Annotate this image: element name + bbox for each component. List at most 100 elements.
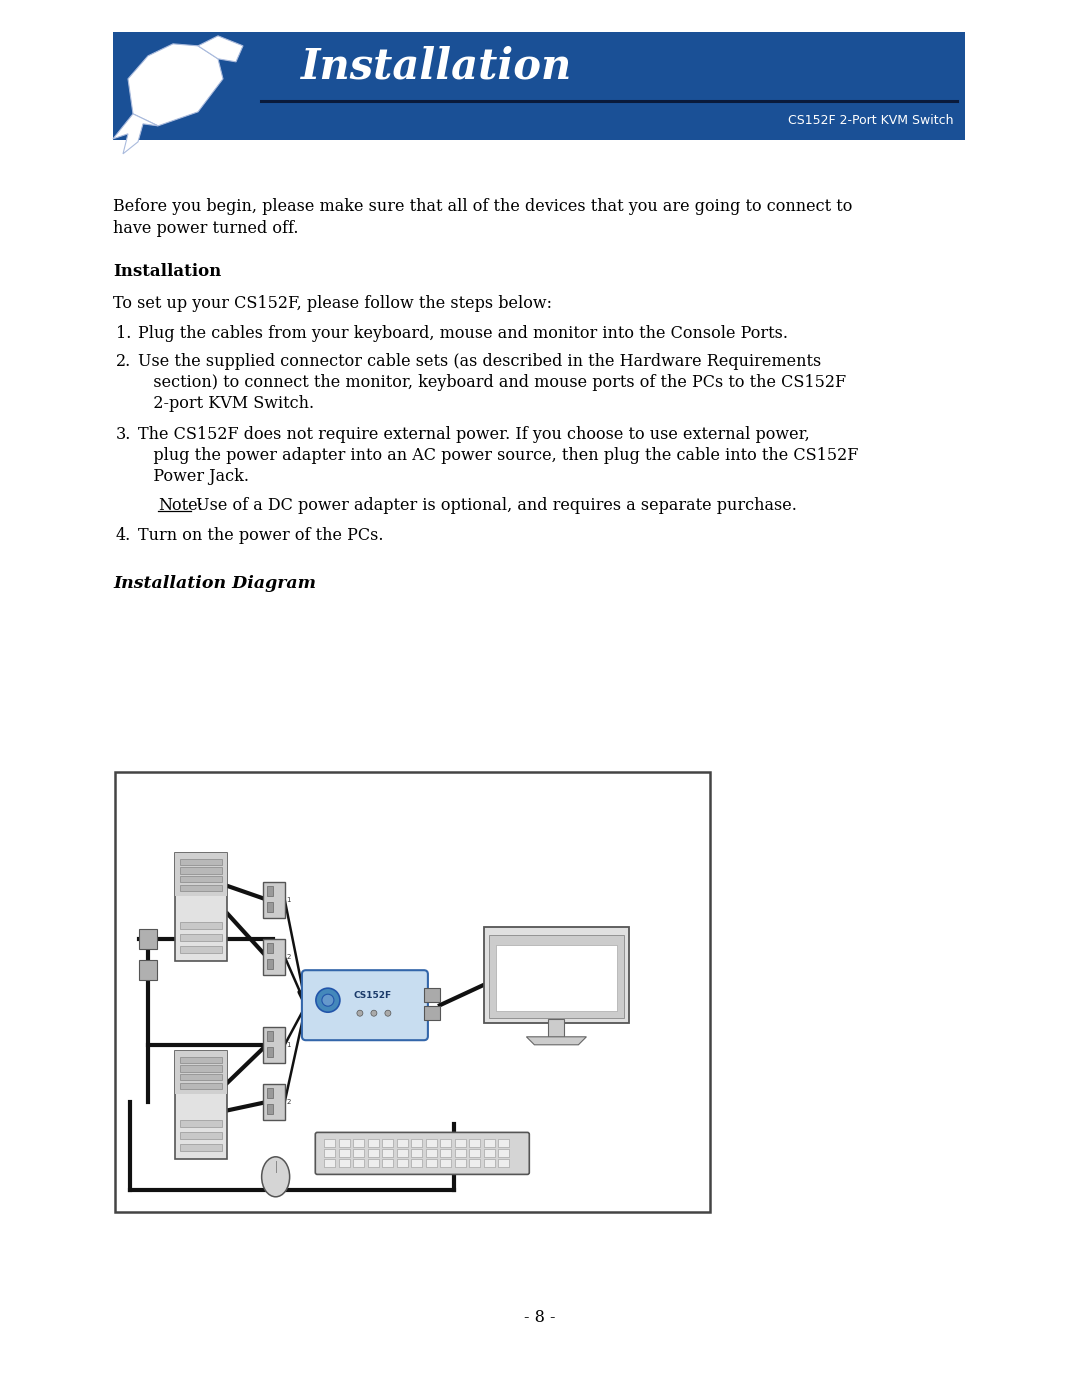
FancyBboxPatch shape	[179, 884, 221, 891]
FancyBboxPatch shape	[339, 1150, 350, 1157]
Text: have power turned off.: have power turned off.	[113, 219, 298, 237]
FancyBboxPatch shape	[441, 1150, 451, 1157]
FancyBboxPatch shape	[484, 1140, 495, 1147]
FancyBboxPatch shape	[426, 1160, 436, 1168]
FancyBboxPatch shape	[423, 1006, 440, 1020]
FancyBboxPatch shape	[455, 1140, 465, 1147]
FancyBboxPatch shape	[339, 1140, 350, 1147]
Text: - 8 -: - 8 -	[524, 1309, 556, 1326]
Polygon shape	[113, 113, 158, 154]
FancyBboxPatch shape	[470, 1140, 481, 1147]
FancyBboxPatch shape	[262, 1084, 285, 1120]
FancyBboxPatch shape	[496, 944, 617, 1011]
Text: 1: 1	[286, 897, 292, 902]
FancyBboxPatch shape	[179, 922, 221, 929]
Text: 2.: 2.	[116, 353, 132, 370]
FancyBboxPatch shape	[368, 1140, 379, 1147]
FancyBboxPatch shape	[175, 1051, 227, 1094]
FancyBboxPatch shape	[179, 859, 221, 865]
Text: Installation: Installation	[301, 46, 572, 88]
FancyBboxPatch shape	[179, 1066, 221, 1071]
FancyBboxPatch shape	[423, 988, 440, 1002]
FancyBboxPatch shape	[353, 1150, 364, 1157]
FancyBboxPatch shape	[267, 1031, 272, 1041]
FancyBboxPatch shape	[262, 882, 285, 918]
Text: 2: 2	[286, 1099, 291, 1105]
FancyBboxPatch shape	[455, 1160, 465, 1168]
FancyBboxPatch shape	[262, 1027, 285, 1063]
Circle shape	[356, 1010, 363, 1016]
Polygon shape	[129, 43, 222, 126]
Circle shape	[315, 988, 340, 1013]
FancyBboxPatch shape	[339, 1160, 350, 1168]
Text: Use the supplied connector cable sets (as described in the Hardware Requirements: Use the supplied connector cable sets (a…	[138, 353, 821, 370]
FancyBboxPatch shape	[179, 1144, 221, 1151]
FancyBboxPatch shape	[396, 1160, 408, 1168]
FancyBboxPatch shape	[411, 1140, 422, 1147]
FancyBboxPatch shape	[470, 1160, 481, 1168]
FancyBboxPatch shape	[114, 773, 710, 1213]
Text: 4.: 4.	[116, 527, 132, 543]
FancyBboxPatch shape	[368, 1150, 379, 1157]
FancyBboxPatch shape	[368, 1160, 379, 1168]
FancyBboxPatch shape	[498, 1150, 510, 1157]
Polygon shape	[198, 36, 243, 61]
Text: Before you begin, please make sure that all of the devices that you are going to: Before you begin, please make sure that …	[113, 198, 852, 215]
FancyBboxPatch shape	[267, 1088, 272, 1098]
FancyBboxPatch shape	[175, 1051, 227, 1160]
Text: 1.: 1.	[116, 326, 132, 342]
Text: The CS152F does not require external power. If you choose to use external power,: The CS152F does not require external pow…	[138, 426, 810, 443]
Text: Installation Diagram: Installation Diagram	[113, 576, 316, 592]
FancyBboxPatch shape	[267, 886, 272, 895]
FancyBboxPatch shape	[489, 935, 624, 1018]
FancyBboxPatch shape	[455, 1150, 465, 1157]
Circle shape	[370, 1010, 377, 1016]
Text: Power Jack.: Power Jack.	[138, 468, 249, 485]
Text: To set up your CS152F, please follow the steps below:: To set up your CS152F, please follow the…	[113, 295, 552, 312]
FancyBboxPatch shape	[179, 1120, 221, 1127]
FancyBboxPatch shape	[353, 1160, 364, 1168]
FancyBboxPatch shape	[441, 1140, 451, 1147]
FancyBboxPatch shape	[179, 946, 221, 953]
FancyBboxPatch shape	[139, 960, 157, 981]
FancyBboxPatch shape	[179, 1132, 221, 1139]
FancyBboxPatch shape	[262, 939, 285, 975]
FancyBboxPatch shape	[324, 1150, 335, 1157]
Ellipse shape	[261, 1157, 289, 1197]
FancyBboxPatch shape	[113, 32, 966, 140]
FancyBboxPatch shape	[179, 868, 221, 873]
FancyBboxPatch shape	[179, 935, 221, 942]
FancyBboxPatch shape	[139, 929, 157, 949]
FancyBboxPatch shape	[179, 1083, 221, 1090]
FancyBboxPatch shape	[470, 1150, 481, 1157]
FancyBboxPatch shape	[484, 1150, 495, 1157]
FancyBboxPatch shape	[382, 1140, 393, 1147]
FancyBboxPatch shape	[267, 1046, 272, 1056]
Text: 3.: 3.	[116, 426, 132, 443]
FancyBboxPatch shape	[426, 1140, 436, 1147]
Text: 1: 1	[286, 1042, 292, 1048]
FancyBboxPatch shape	[353, 1140, 364, 1147]
Text: Use of a DC power adapter is optional, and requires a separate purchase.: Use of a DC power adapter is optional, a…	[191, 497, 797, 514]
FancyBboxPatch shape	[396, 1140, 408, 1147]
Text: Plug the cables from your keyboard, mouse and monitor into the Console Ports.: Plug the cables from your keyboard, mous…	[138, 326, 788, 342]
Circle shape	[322, 995, 334, 1006]
FancyBboxPatch shape	[498, 1140, 510, 1147]
FancyBboxPatch shape	[396, 1150, 408, 1157]
FancyBboxPatch shape	[324, 1160, 335, 1168]
Text: Installation: Installation	[113, 263, 221, 279]
FancyBboxPatch shape	[498, 1160, 510, 1168]
FancyBboxPatch shape	[179, 1074, 221, 1080]
FancyBboxPatch shape	[267, 958, 272, 968]
FancyBboxPatch shape	[175, 854, 227, 897]
Text: Turn on the power of the PCs.: Turn on the power of the PCs.	[138, 527, 383, 543]
FancyBboxPatch shape	[302, 970, 428, 1041]
FancyBboxPatch shape	[426, 1150, 436, 1157]
Text: 2: 2	[286, 954, 291, 960]
FancyBboxPatch shape	[441, 1160, 451, 1168]
FancyBboxPatch shape	[267, 901, 272, 912]
FancyBboxPatch shape	[324, 1140, 335, 1147]
Text: 2-port KVM Switch.: 2-port KVM Switch.	[138, 395, 314, 412]
Text: section) to connect the monitor, keyboard and mouse ports of the PCs to the CS15: section) to connect the monitor, keyboar…	[138, 374, 846, 391]
FancyBboxPatch shape	[382, 1150, 393, 1157]
